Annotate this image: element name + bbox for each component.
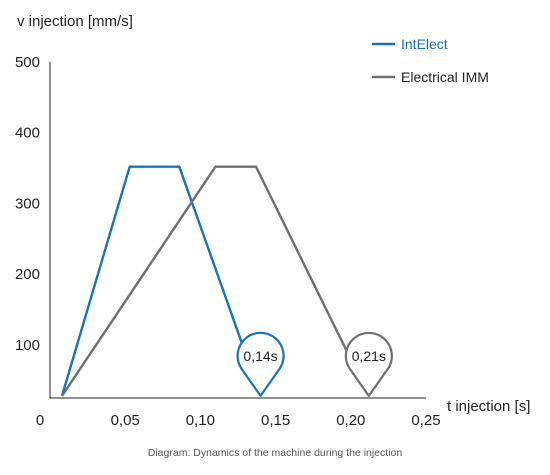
x-tick-labels: 0 0,05 0,10 0,15 0,20 0,25 (36, 412, 441, 429)
y-tick-label: 400 (15, 125, 40, 142)
annotation-pin (344, 331, 393, 397)
series-line-intelect (60, 165, 262, 397)
y-tick-label: 500 (15, 54, 40, 71)
x-tick-label: 0,25 (411, 412, 440, 429)
chart-caption: Diagram: Dynamics of the machine during … (148, 447, 403, 459)
series-lines (60, 165, 370, 397)
annotation-pin (236, 331, 285, 397)
y-axis-label: v injection [mm/s] (17, 13, 133, 30)
x-tick-label: 0,05 (111, 412, 140, 429)
annotation-label: 0,21s (352, 348, 386, 364)
legend-label: Electrical IMM (401, 69, 489, 85)
x-tick-label: 0,20 (336, 412, 365, 429)
y-tick-label: 300 (15, 195, 40, 212)
y-tick-label: 200 (15, 266, 40, 283)
y-tick-label: 100 (15, 337, 40, 354)
x-tick-label: 0,10 (186, 412, 215, 429)
legend-label: IntElect (401, 36, 448, 52)
legend: IntElect Electrical IMM (372, 36, 489, 85)
x-axis-label: t injection [s] (447, 398, 530, 415)
series-line-electrical-imm (61, 165, 370, 397)
annotation-markers: 0,14s 0,21s (236, 331, 393, 397)
annotation-label: 0,14s (243, 348, 277, 364)
y-tick-labels: 100 200 300 400 500 (15, 54, 40, 354)
x-tick-label: 0 (36, 412, 44, 429)
x-tick-label: 0,15 (261, 412, 290, 429)
